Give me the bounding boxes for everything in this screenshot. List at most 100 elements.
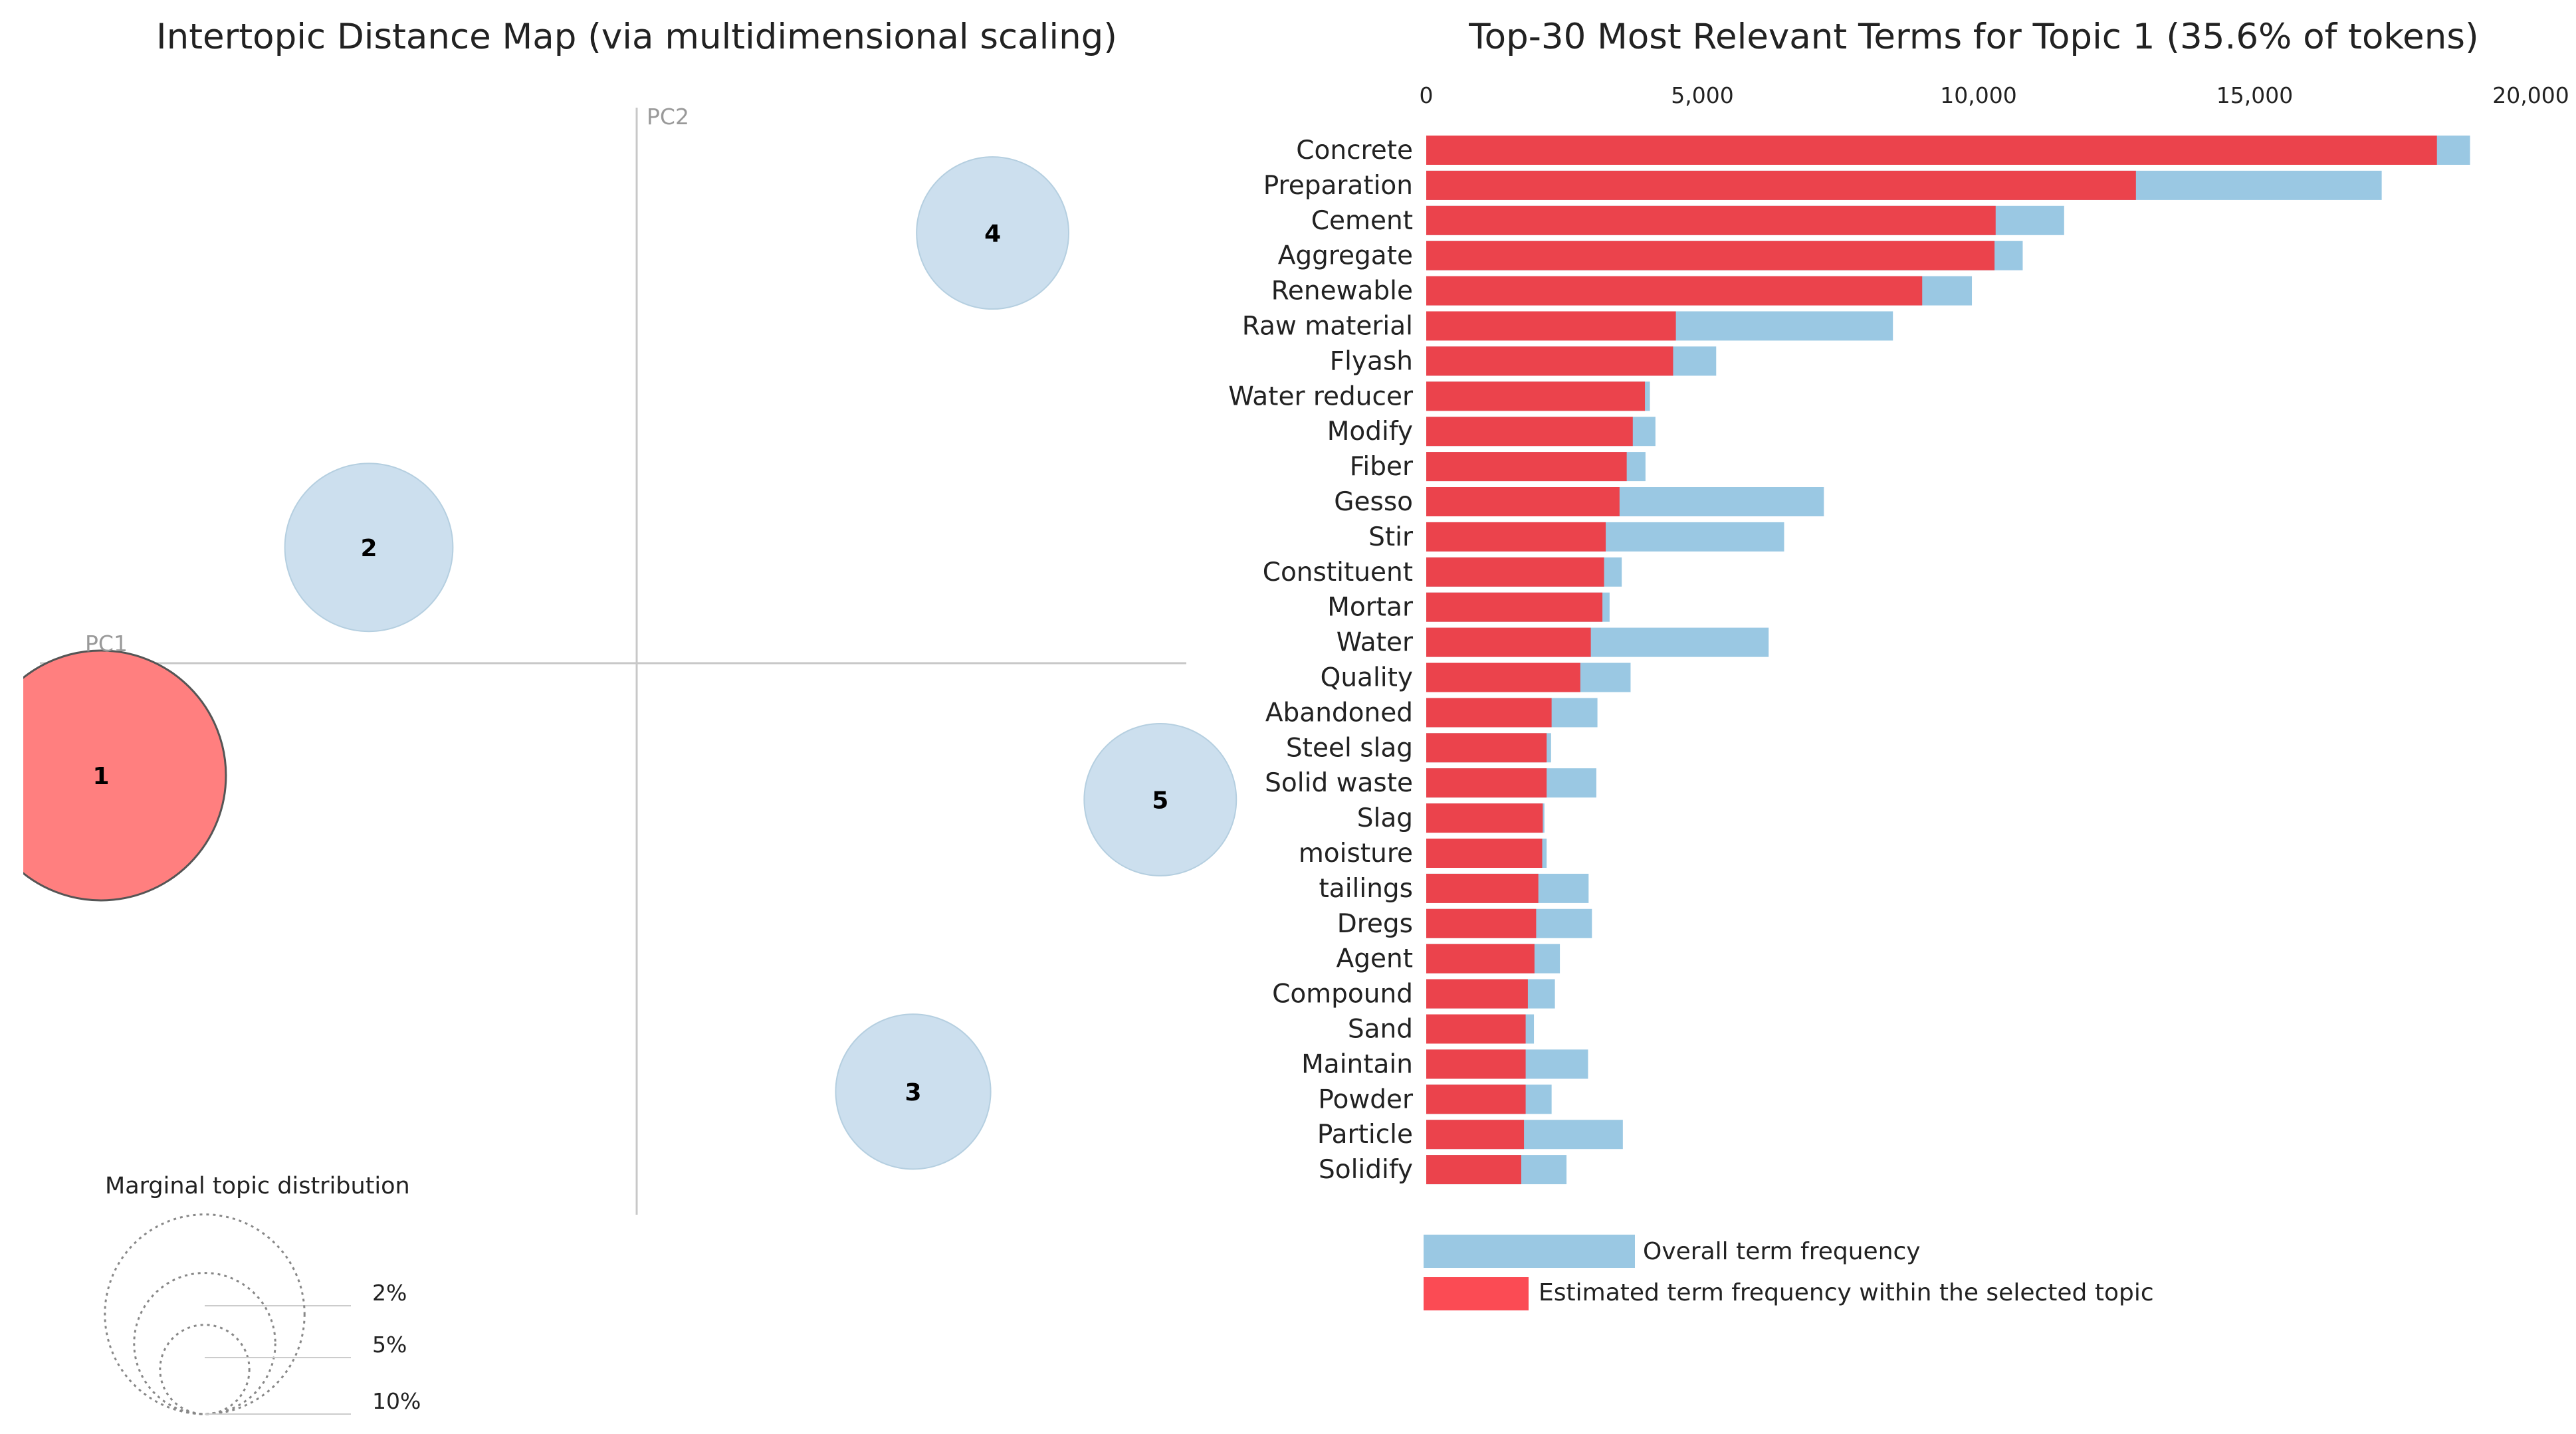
topic-circle-5[interactable]	[1083, 722, 1237, 876]
term-label-22[interactable]: Dregs	[1337, 909, 1413, 939]
marginal-topic-distribution: Marginal topic distribution 2% 5% 10%	[104, 1173, 421, 1415]
term-label-7[interactable]: Water reducer	[1228, 381, 1414, 411]
bar-topic-28[interactable]	[1426, 1120, 1525, 1150]
intertopic-distance-map: Intertopic Distance Map (via multidimens…	[0, 0, 1237, 1415]
bar-topic-14[interactable]	[1426, 627, 1591, 657]
legend-swatch-topic	[1424, 1277, 1529, 1310]
topic-label-4: 4	[984, 221, 1001, 248]
bar-topic-3[interactable]	[1426, 241, 1995, 270]
x-tick-5000: 5,000	[1671, 82, 1733, 108]
bar-topic-10[interactable]	[1426, 487, 1620, 516]
bar-topic-20[interactable]	[1426, 839, 1543, 868]
map-left-clip	[0, 0, 23, 997]
topic-label-5: 5	[1152, 787, 1168, 814]
term-label-3[interactable]: Aggregate	[1278, 241, 1413, 271]
pc1-label: PC1	[85, 631, 128, 657]
term-label-24[interactable]: Compound	[1272, 979, 1413, 1009]
topic-circle-1[interactable]	[0, 649, 227, 902]
term-label-14[interactable]: Water	[1337, 628, 1414, 658]
bar-topic-13[interactable]	[1426, 592, 1603, 622]
marginal-title: Marginal topic distribution	[105, 1173, 410, 1199]
bar-topic-7[interactable]	[1426, 381, 1646, 411]
bar-topic-22[interactable]	[1426, 908, 1537, 938]
term-label-21[interactable]: tailings	[1319, 874, 1414, 904]
topic-label-2: 2	[360, 535, 377, 562]
bar-topic-26[interactable]	[1426, 1049, 1526, 1079]
bar-topic-6[interactable]	[1426, 346, 1673, 376]
bar-topic-25[interactable]	[1426, 1014, 1526, 1044]
marginal-circle-5	[133, 1272, 276, 1415]
term-bars: Concrete Preparation Cement Aggregate Renewa…	[1228, 136, 2470, 1185]
term-label-18[interactable]: Solid waste	[1265, 768, 1413, 798]
term-label-26[interactable]: Maintain	[1301, 1049, 1413, 1079]
term-label-0[interactable]: Concrete	[1296, 136, 1413, 165]
bar-topic-29[interactable]	[1426, 1155, 1521, 1185]
bar-topic-18[interactable]	[1426, 768, 1547, 798]
topic-circles: 1 2 3 4 5	[0, 0, 1237, 1170]
marginal-circles: 2% 5% 10%	[104, 1213, 421, 1415]
marginal-label-10: 10%	[372, 1388, 421, 1414]
legend-label-topic: Estimated term frequency within the sele…	[1539, 1279, 2154, 1306]
bar-topic-1[interactable]	[1426, 170, 2136, 200]
bar-topic-8[interactable]	[1426, 417, 1633, 447]
term-label-2[interactable]: Cement	[1311, 206, 1413, 236]
term-label-17[interactable]: Steel slag	[1286, 733, 1413, 763]
bar-legend: Overall term frequency Estimated term fr…	[1424, 1235, 2154, 1310]
term-label-19[interactable]: Slag	[1357, 803, 1413, 833]
bar-topic-21[interactable]	[1426, 873, 1539, 903]
marginal-label-2: 2%	[372, 1280, 407, 1306]
term-label-15[interactable]: Quality	[1321, 663, 1413, 693]
bar-chart-title: Top-30 Most Relevant Terms for Topic 1 (…	[1468, 17, 2478, 57]
term-label-6[interactable]: Flyash	[1330, 346, 1413, 376]
legend-label-overall: Overall term frequency	[1643, 1238, 1921, 1265]
x-tick-10000: 10,000	[1940, 82, 2016, 108]
bar-topic-19[interactable]	[1426, 803, 1543, 833]
bar-topic-15[interactable]	[1426, 663, 1580, 692]
bar-topic-16[interactable]	[1426, 698, 1552, 728]
bar-topic-24[interactable]	[1426, 979, 1528, 1009]
bar-topic-5[interactable]	[1426, 311, 1676, 341]
bar-topic-0[interactable]	[1426, 136, 2437, 165]
term-label-10[interactable]: Gesso	[1334, 487, 1413, 517]
x-tick-15000: 15,000	[2216, 82, 2293, 108]
term-label-23[interactable]: Agent	[1337, 944, 1413, 974]
topic-circle-3[interactable]	[835, 1013, 992, 1170]
term-label-4[interactable]: Renewable	[1271, 276, 1413, 306]
topic-circle-4[interactable]	[916, 156, 1070, 310]
term-label-13[interactable]: Mortar	[1327, 593, 1414, 623]
marginal-circle-2	[159, 1324, 251, 1415]
bar-topic-4[interactable]	[1426, 276, 1923, 306]
topic-circle-2[interactable]	[284, 462, 454, 633]
marginal-circle-10	[104, 1213, 306, 1415]
x-tick-20000: 20,000	[2492, 82, 2569, 108]
topic-label-3: 3	[905, 1079, 921, 1106]
term-label-12[interactable]: Constituent	[1263, 558, 1413, 587]
term-label-16[interactable]: Abandoned	[1265, 698, 1413, 728]
bar-topic-12[interactable]	[1426, 557, 1604, 587]
marginal-label-5: 5%	[372, 1332, 407, 1358]
bar-topic-11[interactable]	[1426, 522, 1606, 552]
bar-topic-17[interactable]	[1426, 733, 1547, 763]
map-title: Intertopic Distance Map (via multidimens…	[156, 17, 1117, 57]
term-label-9[interactable]: Fiber	[1350, 452, 1414, 482]
term-label-11[interactable]: Stir	[1368, 522, 1414, 552]
x-tick-0: 0	[1420, 82, 1434, 108]
term-label-5[interactable]: Raw material	[1242, 312, 1413, 342]
term-label-27[interactable]: Powder	[1318, 1084, 1414, 1114]
bar-topic-2[interactable]	[1426, 205, 1996, 235]
legend-swatch-overall	[1424, 1235, 1635, 1268]
bar-topic-9[interactable]	[1426, 452, 1627, 482]
term-label-1[interactable]: Preparation	[1263, 171, 1413, 201]
topic-label-1: 1	[92, 763, 109, 790]
bar-topic-23[interactable]	[1426, 944, 1535, 973]
term-label-25[interactable]: Sand	[1348, 1015, 1413, 1045]
relevant-terms-chart: Top-30 Most Relevant Terms for Topic 1 (…	[1228, 17, 2569, 1310]
term-label-8[interactable]: Modify	[1327, 417, 1413, 447]
term-label-29[interactable]: Solidify	[1319, 1155, 1413, 1185]
bar-topic-27[interactable]	[1426, 1084, 1526, 1114]
term-label-20[interactable]: moisture	[1299, 839, 1413, 869]
term-label-28[interactable]: Particle	[1317, 1120, 1413, 1150]
pc2-label: PC2	[647, 104, 689, 130]
